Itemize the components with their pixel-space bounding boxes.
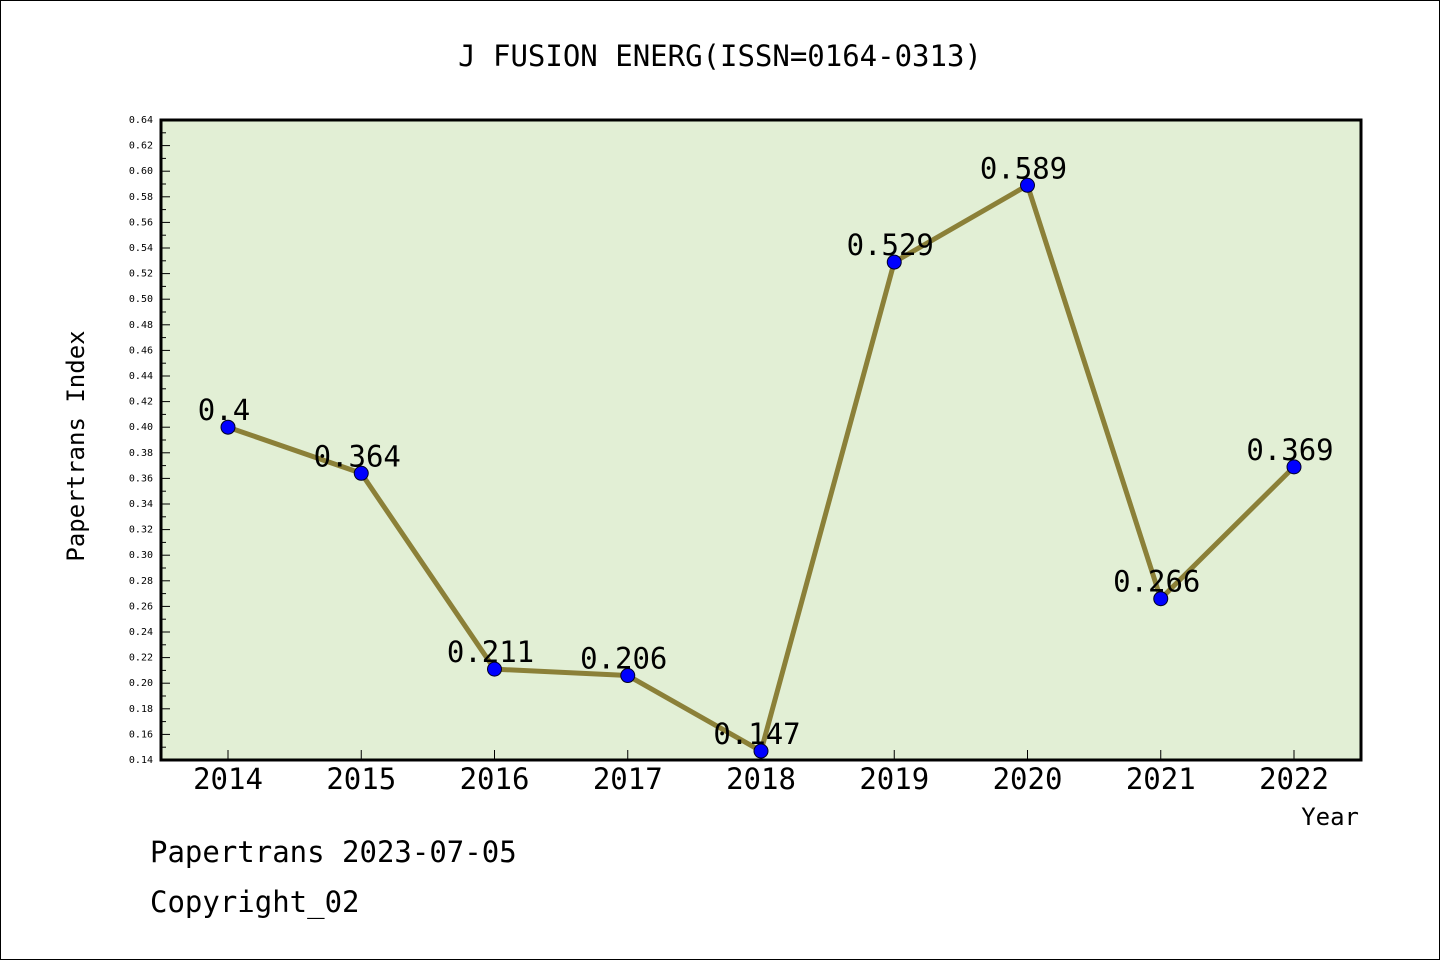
y-tick-label: 0.56 [129,217,153,228]
y-tick-label: 0.44 [129,371,153,382]
x-tick-label: 2022 [1259,762,1329,796]
y-tick-label: 0.42 [129,397,153,408]
y-tick-label: 0.64 [129,115,153,126]
y-tick-label: 0.52 [129,269,153,280]
data-label: 0.529 [847,228,934,262]
data-point [1286,459,1302,475]
data-label: 0.266 [1113,565,1200,599]
y-tick-label: 0.26 [129,601,153,612]
y-tick-label: 0.14 [129,755,153,766]
data-point [886,254,902,270]
x-tick-label: 2018 [726,762,796,796]
x-tick-label: 2016 [460,762,530,796]
y-tick-label: 0.32 [129,525,153,536]
y-tick-label: 0.58 [129,192,153,203]
data-label: 0.369 [1246,433,1333,467]
y-tick-label: 0.54 [129,243,153,254]
y-tick-label: 0.50 [129,294,153,305]
data-point [1020,177,1035,193]
y-tick-label: 0.38 [129,448,153,459]
data-points [220,177,1302,759]
y-tick-label: 0.36 [129,473,153,484]
data-labels: 0.4 0.364 0.211 0.206 0.147 0.529 0.589 0.266 0.… [198,151,1334,751]
y-tick-label: 0.28 [129,576,153,587]
data-label: 0.589 [980,151,1067,185]
data-point [353,465,369,481]
data-point [1153,591,1169,607]
y-tick-label: 0.22 [129,653,153,664]
chart-title: J FUSION ENERG(ISSN=0164-0313) [458,39,982,73]
y-tick-label: 0.62 [129,141,153,152]
data-label: 0.211 [447,635,534,669]
x-tick-label: 2014 [193,762,263,796]
y-tick-label: 0.16 [129,729,153,740]
y-tick-label: 0.30 [129,550,153,561]
y-tick-label: 0.46 [129,345,153,356]
data-point [620,668,636,684]
y-tick-label: 0.34 [129,499,153,510]
plot-area [159,118,1363,762]
x-axis-label: Year [1301,803,1359,831]
data-label: 0.364 [314,439,401,473]
y-tick-label: 0.40 [129,422,153,433]
x-tick-label: 2017 [593,762,663,796]
y-axis: 0.14 0.16 0.18 0.20 0.22 0.24 0.26 0.28 0.30 0.32… [129,115,170,766]
x-tick-label: 2020 [993,762,1063,796]
y-tick-label: 0.18 [129,704,153,715]
footer-date: Papertrans 2023-07-05 [150,835,517,869]
data-label: 0.4 [198,393,250,427]
y-tick-label: 0.60 [129,166,153,177]
x-tick-label: 2015 [326,762,396,796]
y-axis-label: Papertrans Index [62,330,90,561]
data-label: 0.147 [713,717,800,751]
data-point [753,743,769,759]
x-tick-label: 2019 [859,762,929,796]
data-point [220,419,236,435]
data-label: 0.206 [580,642,667,676]
x-axis: 2014 2015 2016 2017 2018 2019 2020 2021 2022 [193,750,1329,796]
y-tick-label: 0.24 [129,627,153,638]
data-point [487,661,502,677]
x-tick-label: 2021 [1126,762,1196,796]
y-tick-label: 0.48 [129,320,153,331]
y-tick-label: 0.20 [129,678,153,689]
footer-copyright: Copyright_02 [150,885,360,919]
